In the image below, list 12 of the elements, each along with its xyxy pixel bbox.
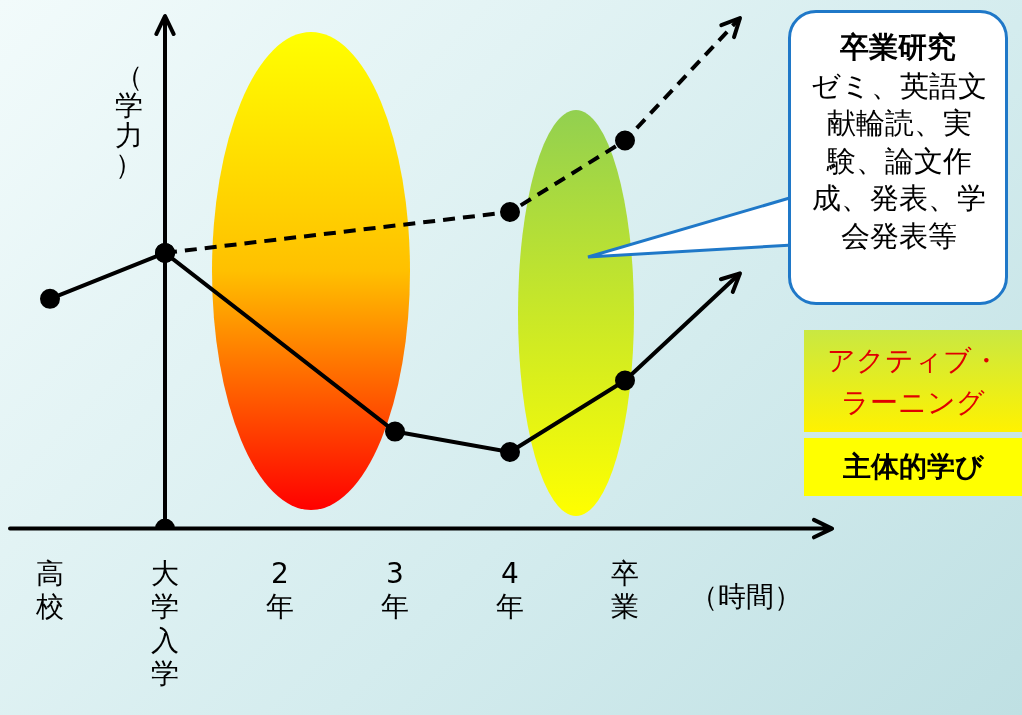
annotation: アクティブ・ラーニング (825, 343, 1001, 421)
x-tick-label: 4年 (496, 556, 524, 624)
x-axis-title: （時間） (690, 579, 802, 615)
y-axis-title: （学力） (114, 60, 144, 182)
x-tick-label: 3年 (381, 556, 409, 624)
x-tick-label: 大学入学 (151, 556, 179, 691)
text: 主体的学び (841, 449, 985, 485)
x-tick-label: 高校 (35, 556, 64, 624)
annotation: ゼミ、英語文献輪読、実験、論文作成、発表、学会発表等 (810, 68, 988, 255)
text: 卒業研究 (839, 29, 957, 66)
x-tick-label: 卒業 (611, 556, 639, 624)
x-tick-label: 2年 (266, 556, 294, 624)
